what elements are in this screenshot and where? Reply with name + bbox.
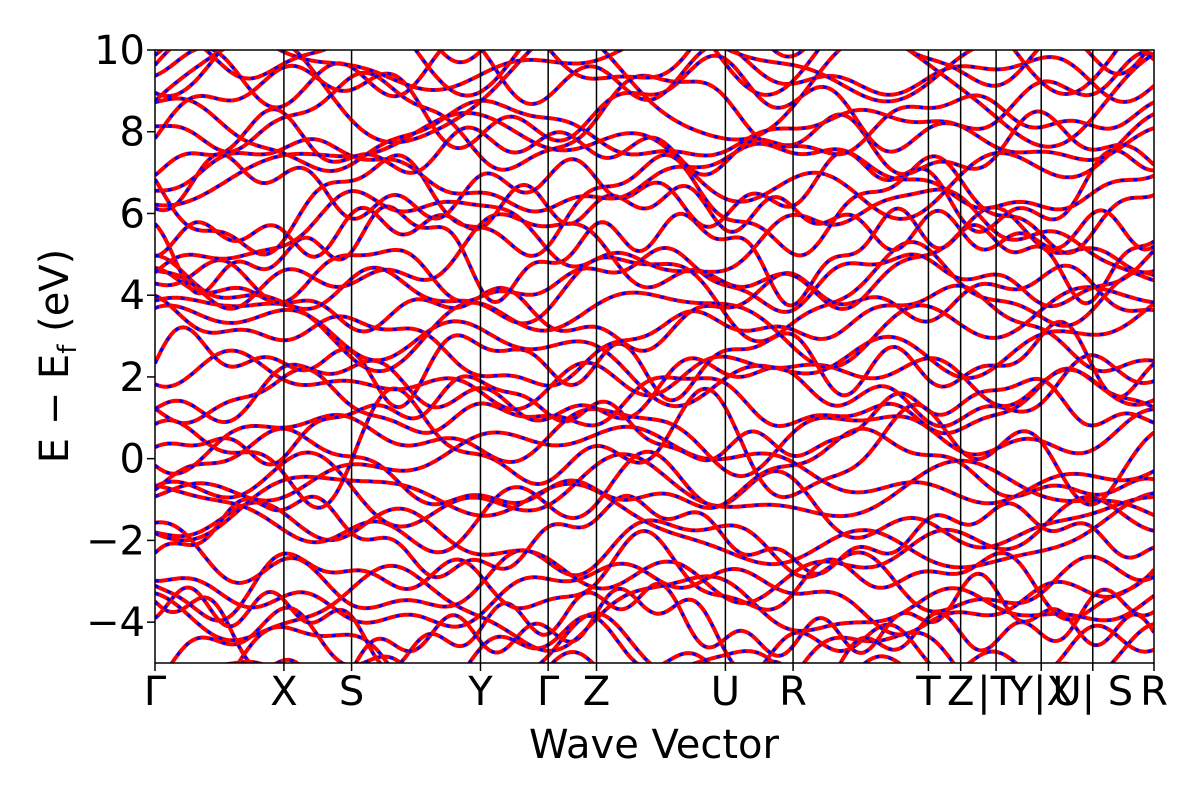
band-line-blue — [155, 349, 1154, 411]
band-lines — [155, 50, 1154, 663]
x-tick-label: R — [779, 669, 807, 715]
x-tick-label: S — [339, 669, 364, 715]
band-line-blue — [155, 450, 1154, 529]
band-line-blue — [155, 529, 1154, 623]
y-axis-title-main: E − E — [32, 354, 78, 464]
y-axis-title: E − Ef (eV) — [32, 249, 83, 464]
band-line-red — [155, 204, 1154, 308]
band-line-red — [155, 493, 1154, 580]
y-tick-label: 0 — [120, 437, 145, 483]
band-line-blue — [155, 153, 1154, 258]
band-line-blue — [155, 320, 1154, 409]
x-tick-label: Z — [947, 669, 974, 715]
band-line-blue — [155, 284, 1154, 388]
band-line-blue — [155, 427, 1154, 510]
x-tick-label: R — [1140, 669, 1168, 715]
x-tick-label: Y|X — [1008, 669, 1074, 715]
y-tick-label: −2 — [86, 518, 145, 564]
band-line-blue — [155, 353, 1154, 428]
band-line-blue — [155, 386, 1154, 510]
x-tick-label: Γ — [144, 669, 167, 715]
band-line-blue — [236, 611, 1154, 663]
band-line-blue — [155, 50, 1154, 110]
band-line-blue — [155, 562, 1154, 636]
x-axis-title: Wave Vector — [529, 722, 780, 768]
band-line-red — [155, 366, 1154, 436]
band-line-blue — [155, 518, 1154, 614]
band-line-blue — [155, 407, 1154, 478]
band-line-blue — [155, 572, 1154, 663]
band-line-blue — [155, 97, 1154, 173]
x-tick-label: Z — [583, 669, 610, 715]
x-tick-label: U| S — [1052, 669, 1133, 715]
x-tick-label: T — [915, 669, 941, 715]
band-line-red — [155, 50, 1150, 88]
band-line-blue — [155, 50, 1154, 149]
band-line-red — [155, 561, 1154, 637]
y-tick-label: −4 — [86, 600, 145, 646]
plot-frame — [154, 49, 1155, 664]
band-line-red — [155, 424, 1154, 506]
band-line-red — [155, 239, 1154, 344]
band-line-blue — [155, 137, 1154, 214]
y-tick-label: 2 — [120, 355, 145, 401]
band-line-blue — [155, 495, 1154, 605]
band-line-red — [155, 246, 1154, 314]
band-line-blue — [155, 204, 1154, 308]
y-axis-title-subscript: f — [53, 344, 83, 354]
x-tick-label: U — [711, 669, 740, 715]
kpoint-divider-lines — [283, 50, 1094, 663]
y-axis-ticks: −4 −2 0 2 4 6 8 10 — [86, 28, 155, 646]
y-tick-label: 6 — [120, 191, 145, 237]
y-tick-label: 8 — [120, 110, 145, 156]
band-line-blue — [155, 50, 1154, 103]
band-line-red — [155, 148, 1154, 234]
band-line-blue — [155, 240, 1154, 343]
x-tick-label: X — [270, 669, 297, 715]
band-line-blue — [155, 187, 1154, 282]
band-line-blue — [155, 50, 1149, 88]
band-line-blue — [170, 606, 1154, 663]
band-line-blue — [155, 183, 1154, 259]
band-line-blue — [155, 302, 1154, 408]
y-tick-label: 4 — [120, 273, 145, 319]
x-tick-label: Γ — [537, 669, 560, 715]
band-line-red — [155, 374, 1154, 467]
band-line-blue — [155, 285, 1154, 373]
x-tick-label: |T — [977, 669, 1015, 715]
band-line-red — [155, 563, 1154, 653]
band-line-red — [155, 107, 1154, 177]
x-tick-label: Y — [467, 669, 493, 715]
band-line-blue — [155, 587, 1154, 663]
y-tick-label: 10 — [94, 28, 145, 74]
y-axis-title-unit: (eV) — [32, 249, 78, 345]
band-line-blue — [155, 475, 1154, 569]
